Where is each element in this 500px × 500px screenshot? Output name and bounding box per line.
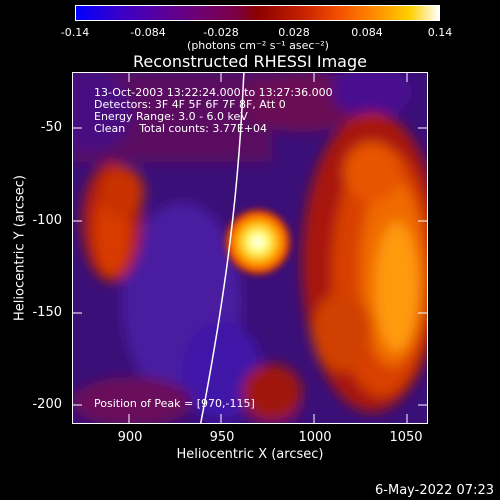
- y-tick-label: -150: [32, 305, 62, 320]
- x-tick-label: 1050: [389, 430, 423, 445]
- colorbar-tick-label: -0.084: [130, 26, 166, 39]
- colorbar-tick-label: 0.14: [427, 26, 453, 39]
- info-time-range: 13-Oct-2003 13:22:24.000 to 13:27:36.000: [94, 86, 333, 99]
- y-axis-label: Heliocentric Y (arcsec): [12, 175, 28, 321]
- x-tick-label: 900: [117, 430, 143, 445]
- y-tick-label: -100: [32, 213, 62, 228]
- colorbar-tick-label: 0.084: [351, 26, 383, 39]
- colorbar-tick-label: -0.14: [60, 26, 90, 39]
- colorbar-units: (photons cm⁻² s⁻¹ asec⁻²): [187, 39, 329, 52]
- y-tick-label: -50: [40, 120, 62, 135]
- rhessi-image: [72, 72, 428, 424]
- info-clean-counts: Clean Total counts: 3.77E+04: [94, 122, 268, 135]
- colorbar-tick-label: -0.028: [203, 26, 239, 39]
- footer-date: 6-May-2022 07:23: [375, 483, 494, 498]
- y-tick-label: -200: [32, 397, 62, 412]
- colorbar-tick-label: 0.028: [278, 26, 310, 39]
- info-detectors: Detectors: 3F 4F 5F 6F 7F 8F, Att 0: [94, 98, 286, 111]
- info-peak-position: Position of Peak = [970,-115]: [94, 397, 255, 410]
- x-tick-label: 950: [209, 430, 235, 445]
- colorbar: [75, 5, 440, 21]
- info-energy-range: Energy Range: 3.0 - 6.0 keV: [94, 110, 248, 123]
- image-title: Reconstructed RHESSI Image: [133, 52, 367, 71]
- x-axis-label: Heliocentric X (arcsec): [176, 447, 324, 462]
- x-tick-label: 1000: [298, 430, 332, 445]
